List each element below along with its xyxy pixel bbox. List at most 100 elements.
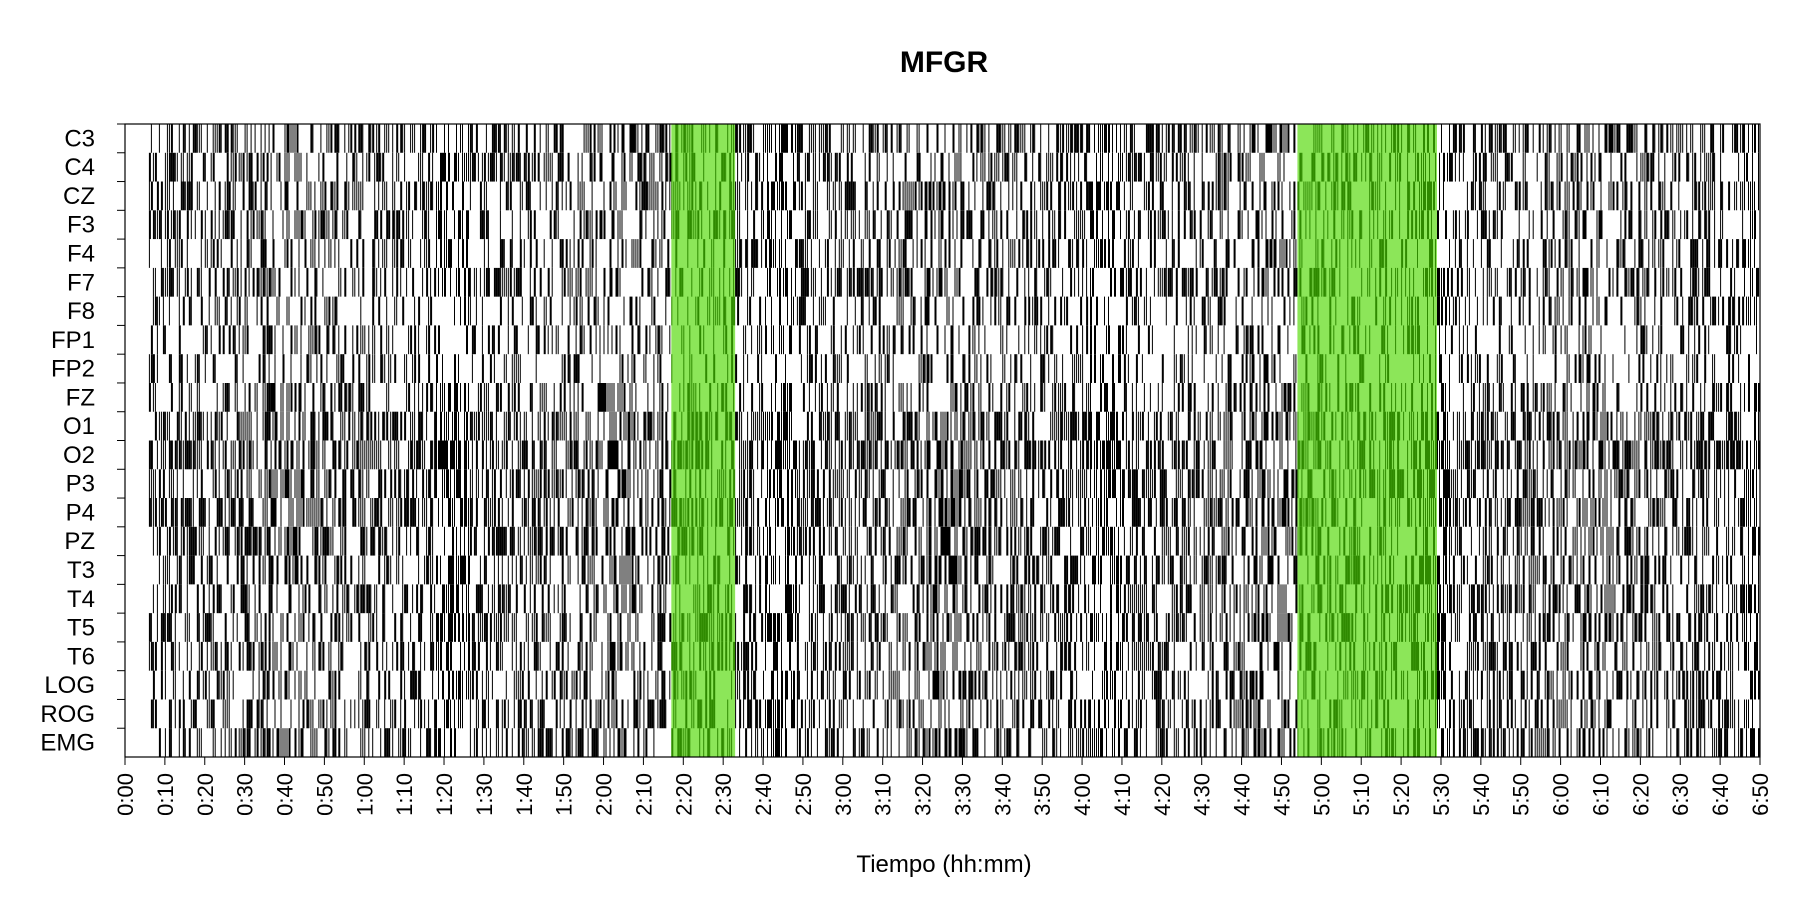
- raster-mark: [270, 325, 273, 355]
- raster-mark: [960, 210, 963, 240]
- raster-mark: [240, 152, 242, 182]
- raster-mark: [1331, 239, 1333, 268]
- raster-mark: [523, 239, 525, 268]
- raster-mark: [418, 152, 420, 182]
- raster-mark: [840, 124, 842, 153]
- raster-mark: [519, 239, 522, 268]
- raster-mark: [1034, 325, 1036, 355]
- raster-mark: [1042, 239, 1045, 268]
- raster-mark: [898, 267, 901, 297]
- raster-mark: [984, 152, 986, 182]
- raster-mark: [254, 383, 256, 412]
- raster-mark: [1437, 267, 1439, 297]
- raster-mark: [1209, 296, 1211, 326]
- raster-mark: [1604, 124, 1607, 153]
- raster-mark: [775, 124, 776, 153]
- raster-mark: [1674, 267, 1677, 297]
- raster-mark: [739, 469, 741, 499]
- raster-mark: [1070, 239, 1072, 268]
- raster-mark: [1401, 267, 1403, 297]
- raster-mark: [767, 469, 768, 499]
- raster-mark: [1620, 411, 1622, 441]
- raster-mark: [1417, 239, 1418, 268]
- raster-mark: [639, 152, 642, 182]
- raster-mark: [468, 267, 470, 297]
- raster-mark: [1568, 210, 1570, 240]
- raster-mark: [242, 152, 245, 182]
- raster-mark: [1267, 383, 1270, 412]
- raster-mark: [900, 296, 902, 326]
- raster-mark: [1692, 152, 1694, 182]
- raster-mark: [1054, 354, 1056, 383]
- raster-mark: [870, 440, 872, 470]
- raster-mark: [575, 354, 578, 383]
- raster-mark: [944, 239, 947, 268]
- raster-mark: [1640, 411, 1642, 441]
- raster-mark: [798, 296, 801, 326]
- raster-mark: [904, 152, 907, 182]
- raster-mark: [1129, 469, 1131, 499]
- raster-mark: [721, 440, 724, 470]
- raster-mark: [1419, 181, 1420, 211]
- raster-mark: [575, 440, 578, 470]
- raster-mark: [587, 296, 590, 326]
- raster-mark: [557, 152, 560, 182]
- raster-mark: [1604, 440, 1606, 470]
- raster-mark: [898, 181, 901, 211]
- raster-mark: [230, 210, 233, 240]
- raster-mark: [1139, 411, 1141, 441]
- raster-mark: [1652, 210, 1654, 240]
- raster-mark: [868, 383, 870, 412]
- raster-mark: [880, 440, 882, 470]
- raster-mark: [960, 239, 963, 268]
- raster-mark: [1592, 267, 1594, 297]
- raster-mark: [188, 383, 190, 412]
- raster-mark: [589, 267, 591, 297]
- raster-mark: [374, 239, 376, 268]
- raster-mark: [432, 152, 434, 182]
- raster-mark: [1086, 181, 1089, 211]
- raster-mark: [1640, 210, 1642, 240]
- raster-mark: [864, 181, 867, 211]
- raster-mark: [446, 440, 448, 470]
- raster-mark: [1411, 411, 1413, 441]
- raster-mark: [358, 383, 361, 412]
- raster-mark: [866, 210, 868, 240]
- raster-mark: [607, 325, 609, 355]
- raster-mark: [436, 354, 438, 383]
- raster-mark: [1159, 181, 1162, 211]
- raster-mark: [489, 152, 492, 182]
- raster-mark: [954, 181, 957, 211]
- raster-mark: [1612, 440, 1615, 470]
- raster-mark: [1052, 152, 1054, 182]
- raster-mark: [1381, 124, 1383, 153]
- raster-mark: [1243, 181, 1246, 211]
- raster-mark: [346, 181, 348, 211]
- raster-mark: [1347, 152, 1349, 182]
- raster-mark: [1688, 296, 1691, 326]
- raster-mark: [334, 383, 336, 412]
- raster-mark: [1080, 210, 1082, 240]
- raster-mark: [1020, 124, 1022, 153]
- raster-mark: [910, 296, 912, 326]
- raster-mark: [709, 296, 711, 326]
- raster-mark: [1189, 411, 1191, 441]
- raster-mark: [557, 469, 559, 499]
- raster-mark: [314, 296, 317, 326]
- raster-mark: [902, 181, 904, 211]
- raster-mark: [170, 210, 172, 240]
- raster-mark: [392, 181, 394, 211]
- raster-mark: [826, 440, 828, 470]
- raster-mark: [216, 411, 218, 441]
- raster-mark: [338, 440, 341, 470]
- raster-mark: [296, 325, 298, 355]
- raster-mark: [631, 383, 633, 412]
- raster-mark: [460, 440, 461, 470]
- raster-mark: [657, 124, 659, 153]
- raster-mark: [1652, 411, 1655, 441]
- raster-mark: [1249, 383, 1252, 412]
- raster-mark: [707, 181, 709, 211]
- raster-mark: [236, 411, 239, 441]
- raster-mark: [1054, 210, 1056, 240]
- raster-mark: [1472, 411, 1474, 441]
